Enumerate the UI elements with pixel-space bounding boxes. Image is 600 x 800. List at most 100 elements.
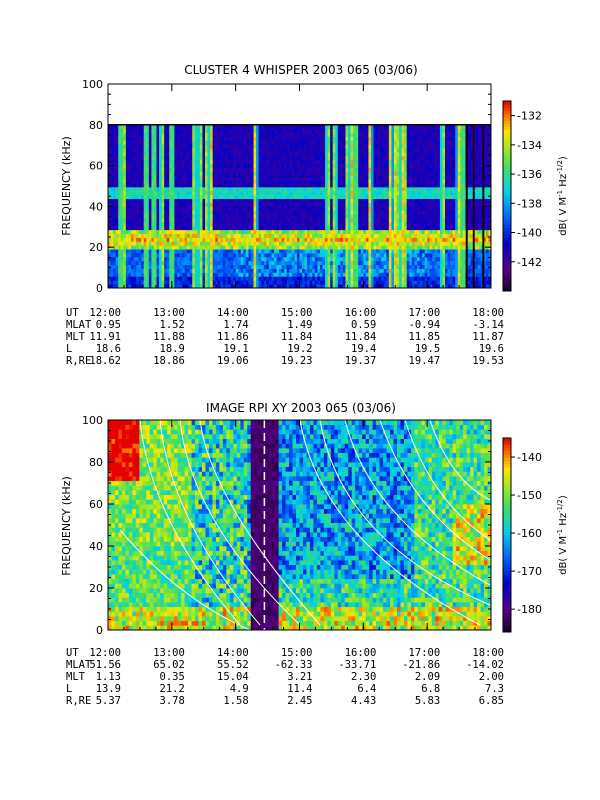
spectrogram-cell [171, 260, 175, 266]
spectrogram-cell [350, 128, 354, 133]
spectrogram-cell [159, 175, 163, 180]
spectrogram-cell [212, 167, 216, 172]
spectrogram-cell [365, 144, 369, 149]
spectrogram-cell [314, 268, 318, 273]
spectrogram-cell [319, 221, 323, 227]
spectrogram-cell [238, 140, 242, 145]
spectrogram-cell [230, 198, 234, 203]
spectrogram-cell [340, 253, 344, 258]
spectrogram-cell [358, 144, 362, 149]
spectrogram-cell [358, 206, 362, 211]
spectrogram-cell [317, 171, 321, 176]
spectrogram-cell [220, 194, 224, 200]
spectrogram-cell [406, 198, 410, 203]
spectrogram-cell [365, 210, 369, 215]
spectrogram-cell [230, 268, 234, 273]
spectrogram-cell [358, 241, 362, 246]
spectrogram-cell [370, 210, 374, 215]
spectrogram-cell [401, 233, 405, 238]
spectrogram-cell [133, 237, 137, 242]
spectrogram-cell [176, 214, 180, 219]
spectrogram-cell [404, 225, 408, 231]
spectrogram-cell [337, 276, 341, 281]
spectrogram-cell [222, 159, 226, 165]
spectrogram-cell [148, 167, 152, 172]
spectrogram-cell [332, 221, 336, 227]
spectrogram-cell [314, 210, 318, 215]
spectrogram-cell [148, 183, 152, 188]
spectrogram-cell [363, 140, 367, 145]
spectrogram-cell [383, 194, 387, 200]
spectrogram-cell [304, 284, 308, 289]
spectrogram-cell [317, 179, 321, 184]
spectrogram-cell [268, 186, 272, 192]
spectrogram-cell [273, 253, 277, 258]
spectrogram-cell [143, 233, 147, 238]
spectrogram-cell [335, 229, 339, 234]
spectrogram-cell [317, 190, 321, 196]
spectrogram-cell [393, 144, 397, 149]
spectrogram-cell [130, 159, 134, 165]
spectrogram-cell [365, 264, 369, 269]
spectrogram-cell [179, 163, 183, 168]
spectrogram-cell [363, 256, 367, 262]
spectrogram-cell [383, 229, 387, 234]
spectrogram-cell [222, 148, 226, 153]
spectrogram-cell [179, 276, 183, 281]
spectrogram-cell [337, 148, 341, 153]
spectrogram-cell [314, 225, 318, 231]
spectrogram-cell [143, 148, 147, 153]
spectrogram-cell [141, 128, 145, 133]
spectrogram-cell [217, 163, 221, 168]
spectrogram-cell [258, 132, 262, 137]
spectrogram-cell [393, 132, 397, 137]
spectrogram-cell [125, 179, 129, 184]
spectrogram-cell [314, 171, 318, 176]
spectrogram-cell [194, 171, 198, 176]
spectrogram-cell [302, 194, 306, 200]
spectrogram-cell [187, 218, 191, 223]
spectrogram-cell [250, 225, 254, 231]
spectrogram-cell [184, 148, 188, 153]
spectrogram-cell [409, 163, 413, 168]
spectrogram-cell [312, 225, 316, 231]
spectrogram-cell [258, 218, 262, 223]
spectrogram-cell [325, 144, 328, 149]
spectrogram-cell [353, 260, 357, 266]
spectrogram-cell [118, 272, 122, 277]
spectrogram-cell [115, 214, 119, 219]
spectrogram-cell [312, 268, 316, 273]
spectrogram-cell [225, 144, 229, 149]
spectrogram-cell [406, 249, 410, 254]
spectrogram-cell [212, 214, 216, 219]
spectrogram-cell [222, 253, 226, 258]
spectrogram-cell [225, 214, 229, 219]
spectrogram-cell [235, 272, 239, 277]
spectrogram-cell [404, 272, 408, 277]
spectrogram-cell [337, 194, 341, 200]
spectrogram-cell [148, 148, 152, 153]
spectrogram-cell [286, 144, 290, 149]
spectrogram-cell [340, 179, 344, 184]
spectrogram-cell [350, 155, 354, 161]
spectrogram-cell [363, 233, 367, 238]
spectrogram-cell [164, 218, 168, 223]
spectrogram-cell [235, 186, 239, 192]
spectrogram-cell [243, 186, 247, 192]
spectrogram-cell [404, 202, 408, 207]
spectrogram-cell [220, 179, 224, 184]
spectrogram-cell [110, 190, 114, 196]
spectrogram-cell [348, 179, 351, 184]
spectrogram-cell [353, 136, 357, 141]
spectrogram-cell [130, 264, 134, 269]
spectrogram-cell [174, 163, 178, 168]
spectrogram-cell [115, 152, 119, 157]
spectrogram-cell [108, 272, 111, 277]
spectrogram-cell [187, 198, 191, 203]
spectrogram-cell [388, 225, 392, 231]
spectrogram-cell [396, 167, 400, 172]
spectrogram-cell [365, 214, 369, 219]
spectrogram-cell [360, 245, 364, 250]
spectrogram-cell [159, 152, 163, 157]
spectrogram-cell [189, 148, 193, 153]
